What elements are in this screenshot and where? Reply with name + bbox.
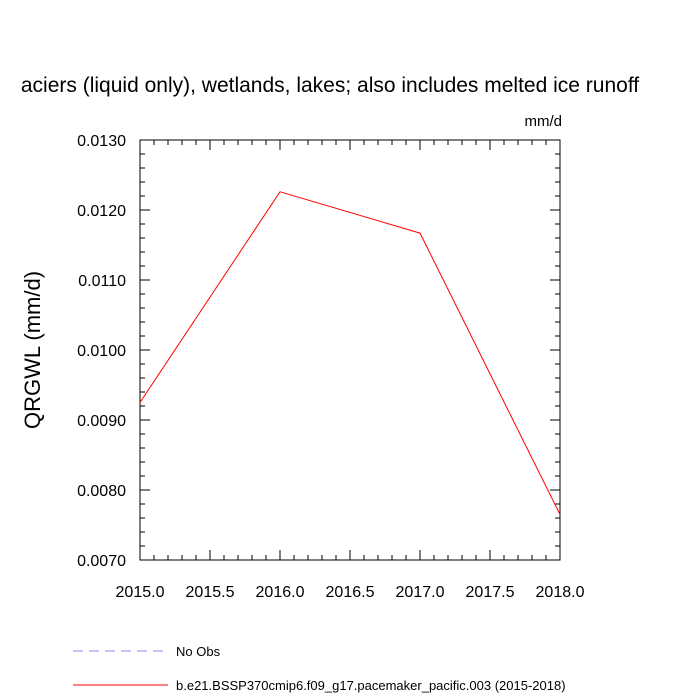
x-tick-label: 2017.5	[466, 584, 515, 601]
legend: No Obs b.e21.BSSP370cmip6.f09_g17.pacemak…	[73, 644, 566, 693]
units-label: mm/d	[525, 113, 563, 130]
y-tick-label: 0.0110	[78, 273, 126, 290]
legend-label: b.e21.BSSP370cmip6.f09_g17.pacemaker_pac…	[176, 678, 566, 693]
x-tick-label: 2015.0	[116, 584, 165, 601]
y-tick-label: 0.0130	[77, 133, 126, 150]
y-tick-label: 0.0100	[77, 343, 126, 360]
series-line	[139, 191, 561, 515]
legend-label: No Obs	[176, 644, 221, 659]
x-tick-label: 2016.0	[256, 584, 305, 601]
y-tick-label: 0.0070	[77, 553, 126, 570]
x-tick-label: 2017.0	[396, 584, 445, 601]
x-tick-label: 2016.5	[326, 584, 375, 601]
plot-frame	[139, 139, 561, 561]
series-layer	[139, 191, 561, 515]
ticks-layer: 2015.0 2015.5 2016.0 2016.5 2017.0 2017.5 2018…	[77, 133, 585, 601]
y-tick-label: 0.0090	[77, 413, 126, 430]
x-tick-label: 2018.0	[536, 584, 585, 601]
x-tick-label: 2015.5	[186, 584, 235, 601]
y-tick-label: 0.0080	[77, 483, 126, 500]
chart-title: aciers (liquid only), wetlands, lakes; a…	[21, 74, 639, 97]
y-axis-label: QRGWL (mm/d)	[20, 271, 45, 429]
y-tick-label: 0.0120	[77, 203, 126, 220]
